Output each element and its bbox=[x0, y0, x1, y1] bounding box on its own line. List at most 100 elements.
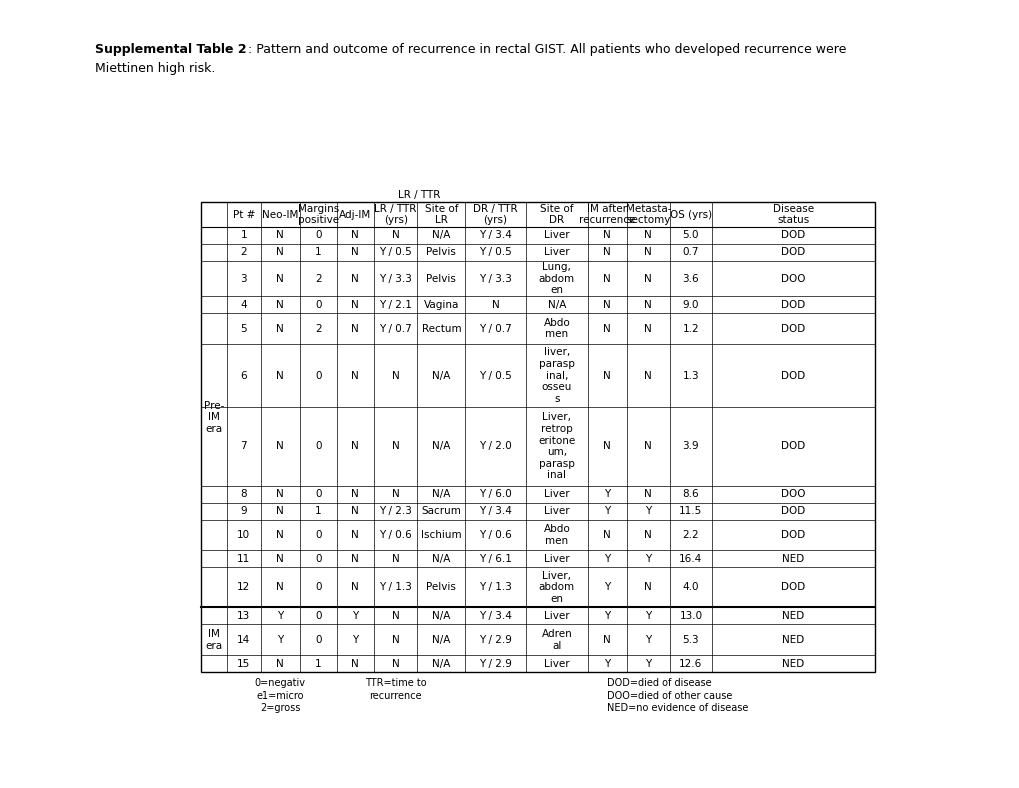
Text: N: N bbox=[603, 299, 610, 310]
Text: Y: Y bbox=[277, 634, 283, 645]
Text: N/A: N/A bbox=[432, 611, 450, 621]
Text: N: N bbox=[276, 554, 283, 564]
Text: Y: Y bbox=[277, 611, 283, 621]
Text: 14: 14 bbox=[236, 634, 250, 645]
Text: 11.5: 11.5 bbox=[679, 506, 702, 516]
Text: 0: 0 bbox=[315, 441, 321, 452]
Text: Y: Y bbox=[603, 659, 609, 668]
Text: NED: NED bbox=[782, 659, 804, 668]
Text: N: N bbox=[644, 582, 651, 593]
Text: N: N bbox=[603, 324, 610, 333]
Text: DOD: DOD bbox=[781, 230, 805, 240]
Text: DOD: DOD bbox=[781, 506, 805, 516]
Text: DOD: DOD bbox=[781, 324, 805, 333]
Text: N/A: N/A bbox=[432, 441, 450, 452]
Text: Y / 0.6: Y / 0.6 bbox=[379, 530, 412, 540]
Text: Y / 2.3: Y / 2.3 bbox=[379, 506, 412, 516]
Text: Liver: Liver bbox=[543, 247, 569, 258]
Text: Y / 2.9: Y / 2.9 bbox=[479, 634, 512, 645]
Text: N: N bbox=[644, 370, 651, 381]
Text: 0: 0 bbox=[315, 230, 321, 240]
Text: Y: Y bbox=[645, 554, 651, 564]
Text: N: N bbox=[391, 659, 399, 668]
Text: 8: 8 bbox=[240, 489, 247, 499]
Text: Y / 0.5: Y / 0.5 bbox=[379, 247, 412, 258]
Text: 0: 0 bbox=[315, 611, 321, 621]
Text: N: N bbox=[644, 230, 651, 240]
Text: 1: 1 bbox=[315, 659, 321, 668]
Text: N: N bbox=[603, 530, 610, 540]
Text: Y: Y bbox=[603, 582, 609, 593]
Bar bbox=[201, 203, 874, 672]
Text: N: N bbox=[352, 441, 359, 452]
Text: Liver,
abdom
en: Liver, abdom en bbox=[538, 571, 575, 604]
Text: Y: Y bbox=[352, 634, 358, 645]
Text: Liver: Liver bbox=[543, 554, 569, 564]
Text: N/A: N/A bbox=[432, 489, 450, 499]
Text: Neo-IM: Neo-IM bbox=[262, 210, 299, 220]
Text: Miettinen high risk.: Miettinen high risk. bbox=[95, 62, 215, 75]
Text: Y: Y bbox=[645, 634, 651, 645]
Text: Y / 2.9: Y / 2.9 bbox=[479, 659, 512, 668]
Text: 9.0: 9.0 bbox=[682, 299, 698, 310]
Text: N: N bbox=[391, 441, 399, 452]
Text: Abdo
men: Abdo men bbox=[543, 318, 570, 340]
Text: 15: 15 bbox=[236, 659, 250, 668]
Text: Disease
status: Disease status bbox=[772, 204, 813, 225]
Text: Rectum: Rectum bbox=[421, 324, 461, 333]
Text: N: N bbox=[352, 273, 359, 284]
Text: Pelvis: Pelvis bbox=[426, 247, 455, 258]
Text: Liver: Liver bbox=[543, 611, 569, 621]
Text: Liver: Liver bbox=[543, 230, 569, 240]
Text: N: N bbox=[644, 530, 651, 540]
Text: OS (yrs): OS (yrs) bbox=[669, 210, 711, 220]
Text: N: N bbox=[352, 230, 359, 240]
Text: DOO: DOO bbox=[781, 489, 805, 499]
Text: N: N bbox=[644, 441, 651, 452]
Text: Site of
LR: Site of LR bbox=[424, 204, 458, 225]
Text: 0: 0 bbox=[315, 634, 321, 645]
Text: N: N bbox=[276, 441, 283, 452]
Text: Y / 0.7: Y / 0.7 bbox=[379, 324, 412, 333]
Text: 0: 0 bbox=[315, 299, 321, 310]
Text: Sacrum: Sacrum bbox=[421, 506, 461, 516]
Text: Abdo
men: Abdo men bbox=[543, 524, 570, 546]
Text: N/A: N/A bbox=[547, 299, 566, 310]
Text: Y / 3.3: Y / 3.3 bbox=[379, 273, 412, 284]
Text: TTR=time to
recurrence: TTR=time to recurrence bbox=[365, 678, 426, 701]
Text: 0: 0 bbox=[315, 554, 321, 564]
Text: 3.9: 3.9 bbox=[682, 441, 699, 452]
Text: N: N bbox=[276, 324, 283, 333]
Text: DOD: DOD bbox=[781, 441, 805, 452]
Text: Margins
positive: Margins positive bbox=[298, 204, 338, 225]
Text: N: N bbox=[352, 659, 359, 668]
Text: 9: 9 bbox=[240, 506, 247, 516]
Text: N: N bbox=[352, 247, 359, 258]
Text: Y / 1.3: Y / 1.3 bbox=[379, 582, 412, 593]
Text: 1: 1 bbox=[240, 230, 247, 240]
Text: Adren
al: Adren al bbox=[541, 629, 572, 651]
Text: DOO: DOO bbox=[781, 273, 805, 284]
Text: 1.3: 1.3 bbox=[682, 370, 699, 381]
Text: N: N bbox=[352, 324, 359, 333]
Text: 12.6: 12.6 bbox=[679, 659, 702, 668]
Text: DOD: DOD bbox=[781, 582, 805, 593]
Text: 13.0: 13.0 bbox=[679, 611, 702, 621]
Text: Y: Y bbox=[645, 611, 651, 621]
Text: IM after
recurrence: IM after recurrence bbox=[579, 204, 635, 225]
Text: NED: NED bbox=[782, 634, 804, 645]
Text: N/A: N/A bbox=[432, 634, 450, 645]
Text: N: N bbox=[352, 530, 359, 540]
Text: N/A: N/A bbox=[432, 554, 450, 564]
Text: Y: Y bbox=[352, 611, 358, 621]
Text: N: N bbox=[491, 299, 499, 310]
Text: Pelvis: Pelvis bbox=[426, 582, 455, 593]
Text: DOD: DOD bbox=[781, 247, 805, 258]
Text: 4: 4 bbox=[240, 299, 247, 310]
Text: DOD: DOD bbox=[781, 299, 805, 310]
Text: Lung,
abdom
en: Lung, abdom en bbox=[538, 262, 575, 296]
Text: 12: 12 bbox=[236, 582, 250, 593]
Text: Y: Y bbox=[645, 659, 651, 668]
Text: N: N bbox=[644, 273, 651, 284]
Text: N: N bbox=[276, 659, 283, 668]
